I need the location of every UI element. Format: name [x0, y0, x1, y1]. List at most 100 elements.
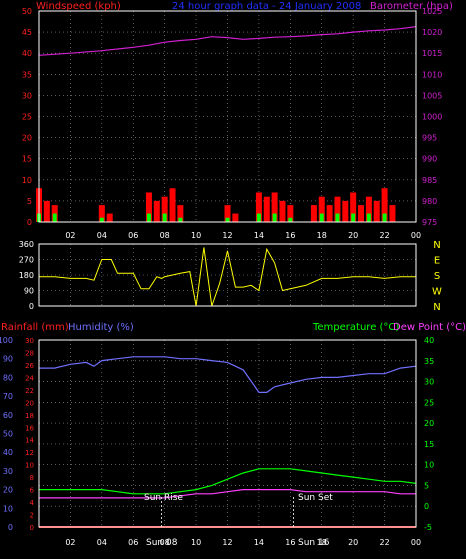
- avg-wind-bar: [52, 213, 57, 222]
- wind-panel-x-tick: 16: [285, 231, 295, 240]
- sunrise-time: Sun 08: [146, 538, 178, 548]
- rainfall-axis-tick: 10: [25, 462, 34, 470]
- avg-wind-bar: [146, 213, 151, 222]
- windspeed-axis-tick: 40: [22, 49, 32, 58]
- wind-panel-x-tick: 14: [254, 231, 264, 240]
- rainfall-axis-tick: 28: [25, 349, 34, 357]
- temperature-axis-tick: 5: [424, 481, 429, 490]
- avg-wind-bar: [256, 213, 261, 222]
- barometer-axis-tick: 975: [422, 218, 437, 227]
- rainfall-axis-tick: 18: [25, 412, 34, 420]
- rainfall-axis-tick: 0: [30, 524, 34, 532]
- windspeed-axis-tick: 35: [22, 70, 32, 79]
- avg-wind-bar: [272, 213, 277, 222]
- rainfall-axis-tick: 22: [25, 387, 34, 395]
- wind-panel-x-tick: 10: [191, 231, 201, 240]
- gust-bar: [161, 196, 168, 222]
- avg-wind-bar: [225, 217, 230, 222]
- humidity-line: [39, 356, 417, 393]
- climate-panel-x-tick: 18: [317, 538, 327, 547]
- temperature-axis-tick: 40: [424, 336, 434, 345]
- gust-bar: [373, 200, 380, 222]
- gust-bar: [334, 196, 341, 222]
- gust-bar: [153, 200, 160, 222]
- barometer-axis-title: Barometer (hpa): [370, 1, 453, 12]
- barometer-axis-tick: 985: [422, 176, 437, 185]
- rainfall-axis-tick: 24: [25, 374, 34, 382]
- wind-panel-x-tick: 08: [160, 231, 170, 240]
- rainfall-axis-tick: 30: [25, 337, 34, 345]
- humidity-axis-tick: 90: [3, 355, 13, 364]
- gust-bar: [263, 196, 270, 222]
- climate-panel-x-tick: 02: [65, 538, 75, 547]
- humidity-axis-tick: 20: [3, 486, 13, 495]
- gust-bar: [177, 205, 184, 222]
- windspeed-axis-tick: 50: [22, 7, 32, 16]
- barometer-axis-tick: 1015: [422, 49, 442, 58]
- windspeed-axis-tick: 25: [22, 113, 32, 122]
- barometer-axis-tick: 1020: [422, 28, 442, 37]
- wind-panel-x-tick: 12: [222, 231, 232, 240]
- compass-tick: E: [434, 256, 440, 267]
- gust-bar: [342, 200, 349, 222]
- temperature-axis-tick: 0: [424, 502, 429, 511]
- climate-panel-x-tick: 16: [285, 538, 295, 547]
- gust-bar: [279, 200, 286, 222]
- barometer-axis-tick: 1010: [422, 70, 442, 79]
- windspeed-axis-tick: 45: [22, 28, 32, 37]
- direction-axis-tick: 360: [19, 240, 34, 249]
- gust-bar: [318, 196, 325, 222]
- compass-tick: N: [433, 302, 440, 313]
- gust-bar: [43, 200, 50, 222]
- wind-panel-x-tick: 22: [379, 231, 389, 240]
- climate-panel-x-tick: 06: [128, 538, 138, 547]
- climate-panel-x-tick: 04: [97, 538, 107, 547]
- direction-axis-tick: 90: [24, 287, 34, 296]
- gust-bar: [224, 205, 231, 222]
- gust-bar: [381, 188, 388, 222]
- windspeed-axis-tick: 0: [27, 218, 32, 227]
- gust-bar: [232, 213, 239, 222]
- barometer-line: [38, 26, 417, 56]
- avg-wind-bar: [335, 213, 340, 222]
- humidity-axis-tick: 40: [3, 448, 13, 457]
- temperature-axis-tick: -5: [424, 523, 432, 532]
- humidity-axis-tick: 70: [3, 392, 13, 401]
- climate-panel-x-tick: 08: [160, 538, 170, 547]
- windspeed-axis-tick: 5: [27, 197, 32, 206]
- temperature-axis-tick: 10: [424, 461, 434, 470]
- sunrise-label: Sun Rise: [144, 493, 183, 503]
- temperature-axis-tick: 25: [424, 398, 434, 407]
- avg-wind-bar: [319, 213, 324, 222]
- windspeed-axis-tick: 15: [22, 155, 32, 164]
- humidity-title: Humidity (%): [68, 322, 134, 333]
- climate-panel-x-tick: 10: [191, 538, 201, 547]
- rainfall-axis-tick: 8: [30, 474, 34, 482]
- dewpoint-title: Dew Point (°C): [393, 322, 466, 333]
- sunset-label: Sun Set: [298, 493, 333, 503]
- climate-panel-x-tick: 00: [411, 538, 421, 547]
- climate-panel-x-tick: 12: [222, 538, 232, 547]
- wind-panel-x-tick: 02: [65, 231, 75, 240]
- rainfall-axis-tick: 14: [25, 437, 34, 445]
- humidity-axis-tick: 50: [3, 430, 13, 439]
- barometer-axis-tick: 1025: [422, 7, 442, 16]
- wind-panel-x-tick: 18: [317, 231, 327, 240]
- temperature-axis-tick: 20: [424, 419, 434, 428]
- avg-wind-bar: [366, 213, 371, 222]
- climate-panel-x-tick: 22: [379, 538, 389, 547]
- gust-bar: [255, 192, 262, 222]
- gust-bar: [98, 205, 105, 222]
- direction-axis-tick: 270: [19, 256, 34, 265]
- windspeed-axis-tick: 10: [22, 176, 32, 185]
- barometer-axis-tick: 1005: [422, 91, 442, 100]
- climate-panel-frame: [38, 339, 417, 528]
- gust-bar: [389, 205, 396, 222]
- temperature-line: [39, 468, 417, 495]
- rainfall-axis-tick: 26: [25, 362, 34, 370]
- windspeed-axis-tick: 20: [22, 134, 32, 143]
- gust-bar: [365, 196, 372, 222]
- gust-bar: [271, 192, 278, 222]
